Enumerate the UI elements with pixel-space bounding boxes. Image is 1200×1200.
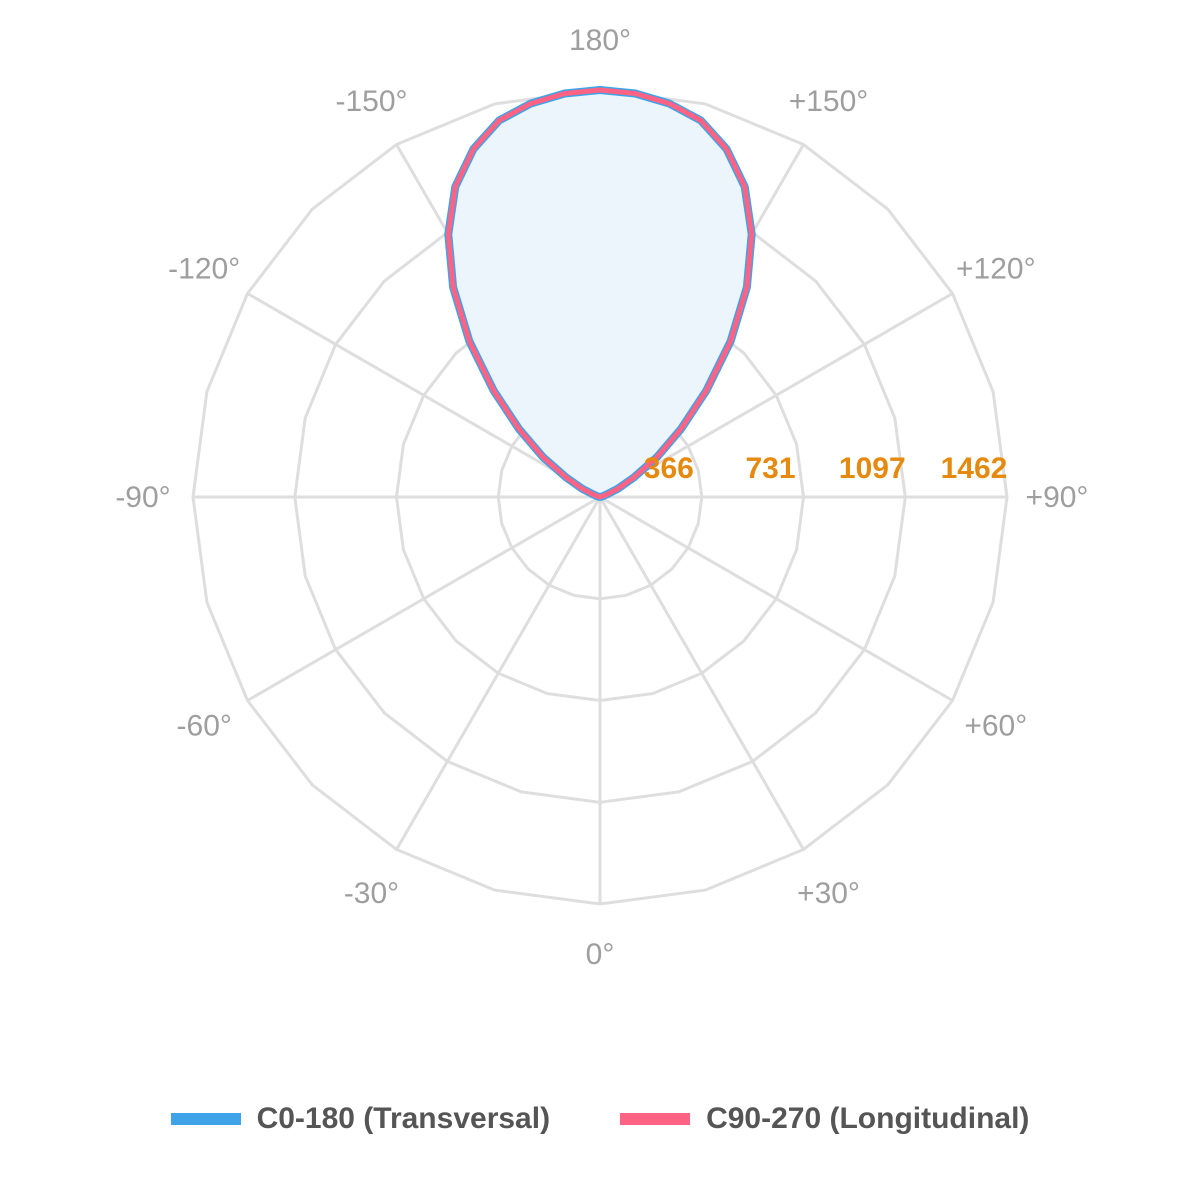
radial-tick-label: 366 (644, 452, 694, 485)
legend-item-longitudinal[interactable]: C90-270 (Longitudinal) (620, 1102, 1029, 1136)
angle-label: +120° (956, 253, 1036, 286)
radial-tick-label: 1462 (941, 452, 1008, 485)
grid-spoke (246, 495, 601, 702)
angle-label: 0° (586, 938, 615, 971)
angle-label: -60° (177, 710, 232, 743)
legend-swatch-transversal (170, 1113, 241, 1125)
angle-label: 180° (569, 24, 631, 57)
grid-spoke (599, 292, 954, 499)
legend-label-longitudinal: C90-270 (Longitudinal) (706, 1102, 1030, 1135)
angle-label: -30° (344, 877, 399, 910)
grid-spoke (598, 496, 805, 851)
angle-labels: 180° +150° +120° +90° +60° +30° 0° -30° -60° -90°… (115, 24, 1088, 971)
polar-chart: 180° +150° +120° +90° +60° +30° 0° -30° -60° -90°… (115, 24, 1088, 971)
angle-label: +30° (797, 877, 860, 910)
angle-label: +90° (1026, 481, 1089, 514)
grid-spoke (246, 292, 601, 499)
angle-label: -90° (115, 481, 170, 514)
radial-tick-label: 1097 (839, 452, 906, 485)
radial-tick-labels: 366 731 1097 1462 (644, 452, 1008, 485)
grid-spoke (395, 496, 602, 851)
series-c90-270-line (445, 87, 755, 500)
legend: C0-180 (Transversal) C90-270 (Longitudin… (0, 1102, 1200, 1136)
legend-label-transversal: C0-180 (Transversal) (256, 1102, 551, 1135)
angle-label: -120° (168, 253, 240, 286)
radial-tick-label: 731 (745, 452, 795, 485)
series-layer (444, 86, 756, 501)
angle-label: -150° (335, 85, 407, 118)
angle-label: +150° (789, 85, 869, 118)
legend-swatch-longitudinal (620, 1113, 691, 1125)
angle-label: +60° (964, 710, 1027, 743)
legend-item-transversal[interactable]: C0-180 (Transversal) (170, 1102, 551, 1136)
grid-spoke (599, 495, 954, 702)
